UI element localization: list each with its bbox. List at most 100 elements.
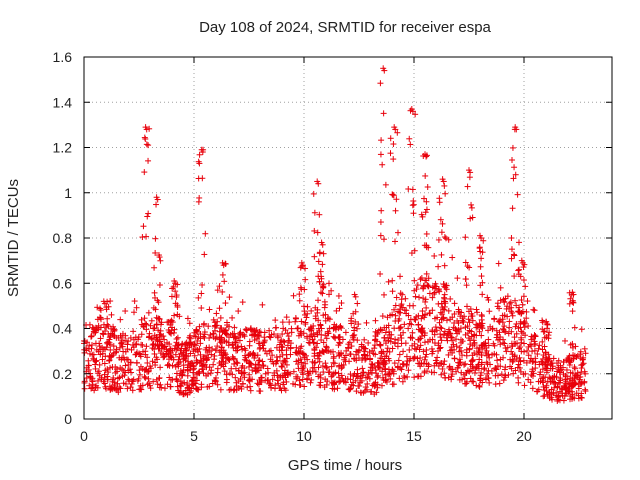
data-point [442, 190, 449, 197]
data-point [377, 232, 384, 239]
data-point [501, 340, 508, 347]
data-point [493, 366, 500, 373]
data-point [520, 277, 527, 284]
data-point [326, 291, 333, 298]
data-point [267, 334, 274, 341]
data-point [462, 234, 469, 241]
data-point [528, 343, 535, 350]
data-point [405, 367, 412, 374]
data-point [81, 385, 88, 392]
data-point [431, 339, 438, 346]
data-point [469, 378, 476, 385]
data-point [377, 270, 384, 277]
data-point [359, 365, 366, 372]
data-point [467, 375, 474, 382]
data-point [438, 337, 445, 344]
data-point [143, 141, 150, 148]
data-point [530, 306, 537, 313]
data-point [259, 358, 266, 365]
data-point [107, 346, 114, 353]
data-point [476, 328, 483, 335]
data-point [405, 185, 412, 192]
data-point [272, 317, 279, 324]
data-point [441, 291, 448, 298]
data-point [578, 326, 585, 333]
data-point [296, 382, 303, 389]
data-point [441, 234, 448, 241]
data-point [423, 230, 430, 237]
data-point [247, 387, 254, 394]
data-point [141, 134, 148, 141]
data-point [518, 297, 525, 304]
data-point [206, 335, 213, 342]
data-point [378, 137, 385, 144]
y-tick-label: 0.2 [53, 366, 73, 382]
data-point [515, 267, 522, 274]
data-point [363, 319, 370, 326]
data-point [229, 314, 236, 321]
data-point [442, 374, 449, 381]
data-point [473, 382, 480, 389]
data-point [308, 307, 315, 314]
data-point [435, 300, 442, 307]
data-point [200, 370, 207, 377]
data-point [515, 379, 522, 386]
data-points [81, 65, 589, 404]
data-point [575, 385, 582, 392]
data-point [288, 325, 295, 332]
data-point [154, 381, 161, 388]
data-point [477, 263, 484, 270]
data-point [355, 347, 362, 354]
data-point [410, 197, 417, 204]
data-point [414, 282, 421, 289]
data-point [423, 206, 430, 213]
data-point [466, 264, 473, 271]
data-point [465, 316, 472, 323]
data-point [311, 345, 318, 352]
data-point [174, 334, 181, 341]
data-point [390, 381, 397, 388]
data-point [332, 335, 339, 342]
data-point [152, 235, 159, 242]
x-tick-label: 0 [80, 428, 88, 444]
data-point [410, 210, 417, 217]
data-point [531, 332, 538, 339]
data-point [127, 334, 134, 341]
data-point [260, 363, 267, 370]
data-point [521, 382, 528, 389]
data-point [247, 383, 254, 390]
data-point [540, 383, 547, 390]
data-point [206, 364, 213, 371]
data-point [406, 346, 413, 353]
data-point [307, 379, 314, 386]
x-tick-label: 5 [190, 428, 198, 444]
data-point [151, 264, 158, 271]
data-point [438, 251, 445, 258]
data-point [377, 342, 384, 349]
data-point [316, 358, 323, 365]
chart-title: Day 108 of 2024, SRMTID for receiver esp… [199, 19, 491, 36]
data-point [354, 300, 361, 307]
data-point [387, 150, 394, 157]
data-point [457, 325, 464, 332]
data-point [409, 329, 416, 336]
data-point [148, 317, 155, 324]
data-point [380, 110, 387, 117]
data-point [468, 204, 475, 211]
data-point [138, 331, 145, 338]
data-point [113, 366, 120, 373]
data-point [509, 312, 516, 319]
data-point [380, 236, 387, 243]
data-point [582, 386, 589, 393]
data-point [221, 278, 228, 285]
data-point [302, 276, 309, 283]
data-point [323, 363, 330, 370]
data-point [320, 250, 327, 257]
data-point [108, 311, 115, 318]
data-point [236, 337, 243, 344]
data-point [466, 368, 473, 375]
x-tick-label: 10 [296, 428, 312, 444]
data-point [511, 164, 518, 171]
data-point [434, 354, 441, 361]
